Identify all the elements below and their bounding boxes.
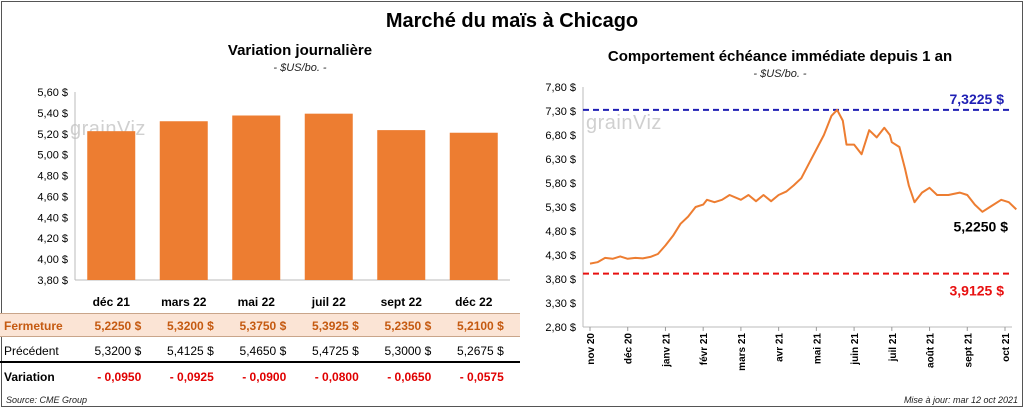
update-note: Mise à jour: mar 12 oct 2021 — [903, 395, 1018, 405]
y-tick-label: 6,80 $ — [545, 130, 576, 142]
table-cell: 5,3200 $ — [167, 319, 214, 333]
x-tick-label: juil 22 — [311, 295, 346, 309]
x-tick-label: sept 22 — [381, 295, 423, 309]
table-cell: 5,3750 $ — [239, 319, 287, 333]
table-row: Précédent 5,3200 $ 5,4125 $ 5,4650 $ 5,4725 … — [0, 339, 520, 363]
left-chart-subtitle: - $US/bo. - — [273, 62, 327, 74]
y-tick-label: 4,60 $ — [37, 191, 68, 203]
x-tick-label: déc 21 — [93, 295, 131, 309]
x-tick-label: juin 21 — [850, 333, 861, 366]
max-label: 7,3225 $ — [950, 91, 1005, 107]
x-tick-label: déc 20 — [624, 333, 635, 365]
row-label: Précédent — [4, 344, 59, 358]
table-cell: 5,4125 $ — [167, 344, 214, 358]
main-title: Marché du maïs à Chicago — [385, 10, 639, 32]
y-tick-label: 5,80 $ — [545, 178, 576, 190]
source-note: Source: CME Group — [6, 395, 88, 405]
table-cell: 5,4725 $ — [312, 344, 359, 358]
right-chart-title: Comportement échéance immédiate depuis 1… — [607, 48, 953, 65]
y-tick-label: 4,00 $ — [37, 254, 68, 266]
y-tick-label: 4,30 $ — [545, 250, 576, 262]
y-tick-label: 4,20 $ — [37, 233, 68, 245]
y-tick-label: 3,80 $ — [37, 275, 68, 287]
x-tick-label: oct 21 — [1001, 333, 1012, 362]
table-cell: 5,3925 $ — [312, 319, 359, 333]
row-label: Variation — [4, 370, 55, 384]
table-cell: - 0,0650 — [387, 370, 432, 384]
table-row: Fermeture 5,2250 $ 5,3200 $ 5,3750 $ 5,3925 … — [0, 313, 520, 337]
x-tick-label: sept 21 — [963, 333, 974, 368]
y-tick-label: 3,80 $ — [545, 274, 576, 286]
table-cell: 5,2675 $ — [457, 344, 504, 358]
y-tick-label: 5,20 $ — [37, 129, 68, 141]
y-tick-label: 3,30 $ — [545, 298, 576, 310]
y-tick-label: 4,40 $ — [37, 212, 68, 224]
x-tick-label: avr 21 — [775, 333, 786, 362]
table-cell: 5,3200 $ — [94, 344, 142, 358]
price-series-line — [589, 108, 1017, 265]
x-tick-label: mars 22 — [161, 295, 207, 309]
x-tick-label: août 21 — [926, 333, 937, 368]
table-cell: 5,2100 $ — [457, 319, 504, 333]
last-value-label: 5,2250 $ — [954, 218, 1009, 234]
x-tick-label: mai 21 — [812, 333, 823, 365]
y-tick-label: 4,80 $ — [37, 171, 68, 183]
bar — [449, 132, 498, 280]
min-label: 3,9125 $ — [950, 283, 1005, 299]
x-tick-label: mai 22 — [238, 295, 276, 309]
y-tick-label: 5,60 $ — [37, 87, 68, 99]
y-tick-label: 7,80 $ — [545, 82, 576, 94]
table-row: Variation - 0,0950 - 0,0925 - 0,0900 - 0,080… — [0, 365, 520, 389]
table-cell: 5,2350 $ — [384, 319, 432, 333]
x-tick-label: déc 22 — [455, 295, 493, 309]
bar — [304, 113, 353, 280]
y-tick-label: 5,00 $ — [37, 150, 68, 162]
x-tick-label: janv 21 — [661, 333, 672, 368]
x-tick-label: juil 21 — [888, 333, 899, 363]
y-tick-label: 7,30 $ — [545, 106, 576, 118]
right-watermark: grainViz — [586, 112, 662, 134]
x-tick-label: mars 21 — [737, 333, 748, 371]
table-cell: - 0,0900 — [242, 370, 287, 384]
y-tick-label: 4,80 $ — [545, 226, 576, 238]
bar — [377, 130, 426, 280]
table-cell: - 0,0925 — [169, 370, 214, 384]
table-cell: 5,2250 $ — [94, 319, 142, 333]
y-tick-label: 6,30 $ — [545, 154, 576, 166]
left-chart-title: Variation journalière — [227, 42, 373, 59]
table-cell: 5,4650 $ — [239, 344, 287, 358]
x-tick-label: nov 20 — [586, 333, 597, 365]
bar — [159, 121, 208, 280]
table-cell: 5,3000 $ — [384, 344, 432, 358]
table-cell: - 0,0575 — [459, 370, 504, 384]
bar — [232, 115, 281, 280]
right-chart-subtitle: - $US/bo. - — [753, 68, 807, 80]
y-tick-label: 5,40 $ — [37, 108, 68, 120]
bar — [87, 131, 136, 280]
y-tick-label: 2,80 $ — [545, 322, 576, 334]
table-cell: - 0,0800 — [314, 370, 359, 384]
row-label: Fermeture — [4, 319, 63, 333]
y-tick-label: 5,30 $ — [545, 202, 576, 214]
x-tick-label: févr 21 — [699, 333, 710, 366]
table-cell: - 0,0950 — [97, 370, 142, 384]
